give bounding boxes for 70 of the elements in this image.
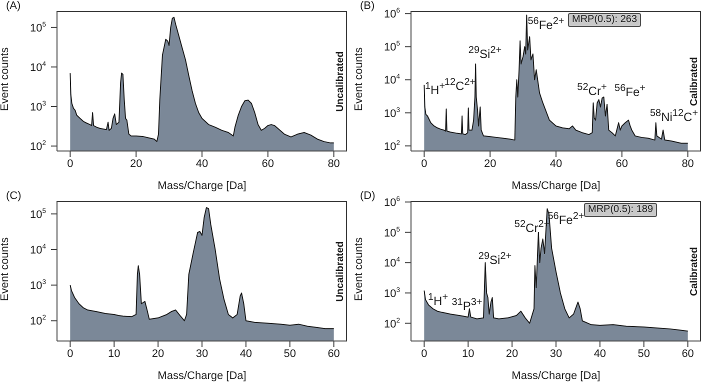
x-tick-label: 10 xyxy=(108,348,120,360)
x-axis-title: Mass/Charge [Da] xyxy=(512,180,600,192)
annotation: MRP(0.5): 263 xyxy=(568,13,642,27)
x-tick-label: 40 xyxy=(594,348,606,360)
annotation: $^{1}$H$^{+}$ xyxy=(424,81,446,98)
x-tick-label: 60 xyxy=(616,158,628,170)
annotation: $^{12}$C$^{2+}$ xyxy=(444,76,476,94)
y-tick-label: 10$^{6}$ xyxy=(384,196,400,210)
y-tick-label: 10$^{2}$ xyxy=(384,317,400,330)
y-tick-label: 10$^{4}$ xyxy=(30,244,46,257)
y-axis-title: Event counts xyxy=(0,46,11,111)
x-tick-label: 10 xyxy=(462,348,474,360)
y-tick-label: 10$^{3}$ xyxy=(30,279,46,292)
x-tick-label: 50 xyxy=(284,348,296,360)
y-tick-label: 10$^{3}$ xyxy=(30,100,46,114)
x-tick-label: 30 xyxy=(550,348,562,360)
y2-axis-title: Calibrated xyxy=(688,56,700,106)
y-tick-label: 10$^{5}$ xyxy=(384,226,400,240)
x-tick-label: 20 xyxy=(130,158,142,170)
x-tick-label: 40 xyxy=(196,158,208,170)
annotation: $^{1}$H$^{+}$ xyxy=(428,291,448,309)
y-tick-label: 10$^{2}$ xyxy=(30,140,46,154)
x-axis-title: Mass/Charge [Da] xyxy=(512,370,600,382)
y-tick-label: 10$^{2}$ xyxy=(384,140,400,153)
x-tick-label: 20 xyxy=(152,348,164,360)
chart-title: (B) xyxy=(360,0,375,12)
annotation: $^{56}$Fe$^{2+}$ xyxy=(528,15,564,33)
y-tick-label: 10$^{3}$ xyxy=(384,106,400,120)
x-tick-label: 60 xyxy=(262,158,274,170)
y2-axis-title: Uncalibrated xyxy=(334,50,346,112)
x-tick-label: 60 xyxy=(682,348,694,360)
y-tick-label: 10$^{4}$ xyxy=(30,61,46,74)
annotation: $^{31}$P$^{3+}$ xyxy=(452,296,482,314)
chart-title: (C) xyxy=(6,190,22,202)
y-tick-label: 10$^{5}$ xyxy=(30,208,46,221)
x-tick-label: 0 xyxy=(67,348,74,360)
x-tick-label: 80 xyxy=(328,158,340,170)
chart-title: (A) xyxy=(6,0,21,12)
y2-axis-title: Uncalibrated xyxy=(334,240,346,302)
annotation: $^{52}$Cr$^{+}$ xyxy=(577,81,607,99)
x-tick-label: 0 xyxy=(67,158,74,170)
y-axis-title: Event counts xyxy=(0,236,11,301)
annotation: $^{56}$Fe$^{+}$ xyxy=(614,82,646,100)
x-tick-label: 30 xyxy=(196,348,208,360)
y-tick-label: 10$^{6}$ xyxy=(384,8,400,21)
annotation: $^{29}$Si$^{2+}$ xyxy=(468,44,502,62)
x-tick-label: 40 xyxy=(240,348,252,360)
y-tick-label: 10$^{4}$ xyxy=(384,74,400,87)
y-tick-label: 10$^{5}$ xyxy=(30,22,46,34)
x-tick-label: 40 xyxy=(550,158,562,170)
annotation: MRP(0.5): 189 xyxy=(584,203,658,217)
y-tick-label: 10$^{4}$ xyxy=(384,256,400,270)
y-tick-label: 10$^{2}$ xyxy=(30,314,46,328)
annotation: $^{58}$Ni$^{12}$C$^{+}$ xyxy=(650,107,698,125)
x-tick-label: 0 xyxy=(421,348,428,360)
x-tick-label: 80 xyxy=(682,158,694,170)
y-tick-label: 10$^{5}$ xyxy=(384,40,400,54)
x-tick-label: 20 xyxy=(484,158,496,170)
chart-title: (D) xyxy=(360,190,376,202)
y-axis-title: Event counts xyxy=(352,46,365,111)
x-axis-title: Mass/Charge [Da] xyxy=(158,180,246,192)
y2-axis-title: Calibrated xyxy=(688,246,700,296)
x-tick-label: 0 xyxy=(421,158,428,170)
y-tick-label: 10$^{3}$ xyxy=(384,287,400,300)
x-axis-title: Mass/Charge [Da] xyxy=(158,370,246,382)
x-tick-label: 20 xyxy=(506,348,518,360)
x-tick-label: 60 xyxy=(328,348,340,360)
annotation: $^{29}$Si$^{2+}$ xyxy=(478,250,512,268)
x-tick-label: 50 xyxy=(638,348,650,360)
y-axis-title: Event counts xyxy=(352,236,365,301)
